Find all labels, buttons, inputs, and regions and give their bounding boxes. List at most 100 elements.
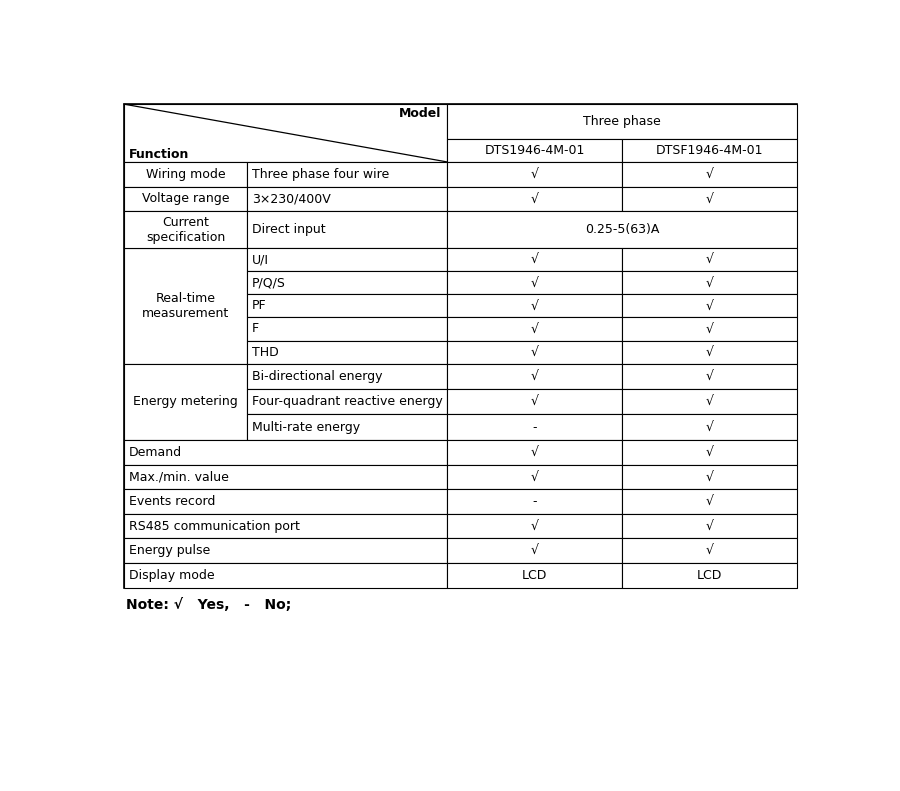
Text: DTSF1946-4M-01: DTSF1946-4M-01 — [655, 144, 763, 157]
Bar — [248, 389, 447, 414]
Bar — [248, 294, 447, 317]
Text: √: √ — [706, 396, 714, 408]
Bar — [622, 464, 796, 489]
Bar — [622, 539, 796, 563]
Bar — [622, 138, 796, 162]
Text: Multi-rate energy: Multi-rate energy — [252, 421, 360, 433]
Bar — [447, 162, 622, 187]
Bar — [124, 364, 248, 440]
Text: √: √ — [706, 520, 714, 532]
Bar — [248, 187, 447, 211]
Text: √: √ — [530, 192, 538, 206]
Text: √: √ — [530, 276, 538, 290]
Bar — [248, 341, 447, 364]
Text: Demand: Demand — [129, 445, 182, 459]
Bar — [248, 317, 447, 341]
Text: √: √ — [530, 471, 538, 483]
Text: √: √ — [530, 300, 538, 312]
Bar — [447, 294, 622, 317]
Text: √: √ — [706, 495, 714, 508]
Text: √: √ — [706, 253, 714, 267]
Text: LCD: LCD — [697, 569, 722, 582]
Text: √: √ — [530, 323, 538, 335]
Bar — [447, 138, 622, 162]
Text: PF: PF — [252, 300, 266, 312]
Bar — [447, 271, 622, 294]
Text: 0.25-5(63)A: 0.25-5(63)A — [585, 223, 659, 237]
Bar — [622, 317, 796, 341]
Bar — [622, 414, 796, 440]
Bar — [622, 187, 796, 211]
Text: √: √ — [706, 346, 714, 358]
Bar — [622, 489, 796, 514]
Text: √: √ — [706, 445, 714, 459]
Bar — [248, 248, 447, 271]
Bar — [622, 271, 796, 294]
Bar — [622, 389, 796, 414]
Text: √: √ — [530, 370, 538, 383]
Text: Current
specification: Current specification — [146, 216, 225, 244]
Text: √: √ — [530, 253, 538, 267]
Text: Wiring mode: Wiring mode — [146, 168, 226, 180]
Text: F: F — [252, 323, 259, 335]
Text: √: √ — [530, 346, 538, 358]
Bar — [124, 187, 248, 211]
Text: √: √ — [706, 544, 714, 558]
Bar — [622, 514, 796, 539]
Bar — [447, 341, 622, 364]
Text: √: √ — [706, 276, 714, 290]
Bar — [622, 341, 796, 364]
Text: RS485 communication port: RS485 communication port — [129, 520, 300, 532]
Text: Three phase: Three phase — [583, 115, 661, 128]
Text: Events record: Events record — [129, 495, 215, 508]
Text: √: √ — [706, 168, 714, 180]
Text: Energy pulse: Energy pulse — [129, 544, 210, 558]
Text: DTS1946-4M-01: DTS1946-4M-01 — [484, 144, 585, 157]
Bar — [447, 317, 622, 341]
Bar — [447, 539, 622, 563]
Text: √: √ — [530, 445, 538, 459]
Bar — [447, 440, 622, 464]
Bar — [124, 514, 447, 539]
Bar — [622, 440, 796, 464]
Text: √: √ — [706, 471, 714, 483]
Text: Direct input: Direct input — [252, 223, 326, 237]
Text: √: √ — [706, 421, 714, 433]
Text: -: - — [532, 421, 536, 433]
Bar — [447, 514, 622, 539]
Bar — [124, 464, 447, 489]
Bar — [248, 271, 447, 294]
Bar — [622, 364, 796, 389]
Bar — [124, 104, 796, 588]
Bar — [124, 211, 248, 248]
Text: Four-quadrant reactive energy: Four-quadrant reactive energy — [252, 396, 443, 408]
Text: Energy metering: Energy metering — [133, 396, 238, 408]
Text: U/I: U/I — [252, 253, 269, 267]
Bar — [124, 162, 248, 187]
Bar — [622, 563, 796, 588]
Text: Three phase four wire: Three phase four wire — [252, 168, 389, 180]
Text: Model: Model — [399, 107, 441, 120]
Text: √: √ — [530, 544, 538, 558]
Bar — [447, 563, 622, 588]
Text: √: √ — [530, 520, 538, 532]
Text: √: √ — [530, 168, 538, 180]
Bar — [447, 414, 622, 440]
Bar — [447, 104, 796, 138]
Text: P/Q/S: P/Q/S — [252, 276, 286, 290]
Text: √: √ — [706, 370, 714, 383]
Bar — [124, 489, 447, 514]
Bar — [622, 294, 796, 317]
Bar — [248, 414, 447, 440]
Bar — [124, 563, 447, 588]
Bar — [447, 464, 622, 489]
Bar — [622, 162, 796, 187]
Bar — [622, 248, 796, 271]
Text: Real-time
measurement: Real-time measurement — [142, 292, 230, 320]
Bar — [447, 364, 622, 389]
Text: √: √ — [706, 192, 714, 206]
Bar — [248, 162, 447, 187]
Text: Voltage range: Voltage range — [142, 192, 230, 206]
Text: LCD: LCD — [522, 569, 547, 582]
Bar — [447, 489, 622, 514]
